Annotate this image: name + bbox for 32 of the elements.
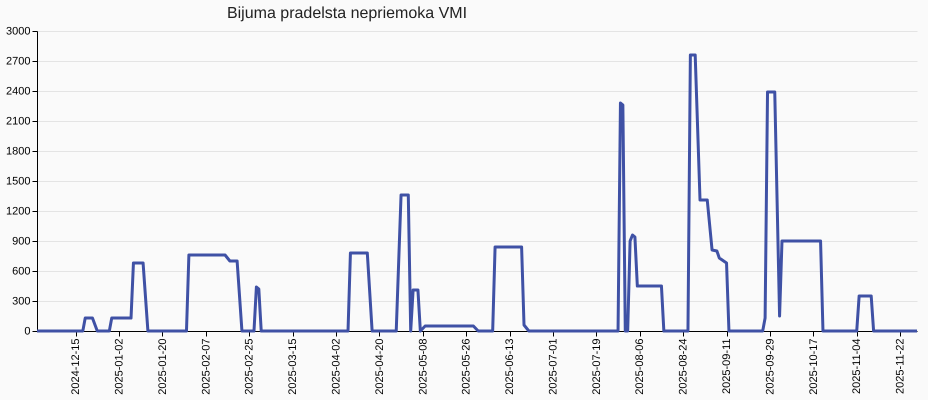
y-tick-label: 0: [24, 326, 30, 338]
x-tick-label: 2025-11-04: [851, 338, 864, 394]
y-tick-label: 900: [12, 236, 30, 248]
x-tick-label: 2025-05-26: [460, 338, 473, 395]
x-tick-label: 2025-01-20: [156, 338, 169, 395]
x-tick-label: 2025-05-08: [417, 338, 430, 395]
x-tick-label: 2025-02-07: [200, 338, 212, 395]
y-tick-label: 3000: [6, 26, 30, 38]
x-tick-label: 2025-02-25: [244, 338, 256, 395]
chart-title: Bijuma pradelsta nepriemoka VMI: [226, 5, 468, 22]
x-tick-label: 2025-08-24: [678, 338, 690, 395]
y-tick-label: 1500: [6, 176, 30, 188]
x-tick-label: 2025-06-13: [504, 338, 516, 395]
y-tick-label: 2700: [6, 56, 30, 68]
x-tick-label: 2024-12-15: [70, 338, 82, 395]
x-tick-label: 2025-03-15: [287, 338, 300, 395]
x-tick-label: 2025-09-29: [764, 338, 776, 395]
y-tick-label: 1800: [6, 146, 30, 158]
y-tick-label: 600: [12, 266, 30, 278]
y-tick-label: 300: [12, 296, 30, 308]
x-tick-label: 2025-10-17: [808, 338, 820, 395]
x-tick-label: 2025-01-02: [113, 338, 126, 395]
x-tick-label: 2025-04-20: [374, 338, 386, 395]
x-tick-label: 2025-11-22: [894, 338, 907, 394]
y-tick-label: 2400: [6, 86, 30, 98]
y-tick-label: 2100: [6, 116, 30, 128]
x-tick-label: 2025-08-06: [634, 338, 646, 395]
x-tick-label: 2025-04-02: [330, 338, 342, 395]
x-tick-label: 2025-09-11: [721, 338, 734, 394]
x-tick-label: 2025-07-19: [590, 338, 603, 395]
y-tick-label: 1200: [6, 206, 30, 218]
x-tick-label: 2025-07-01: [547, 338, 560, 395]
